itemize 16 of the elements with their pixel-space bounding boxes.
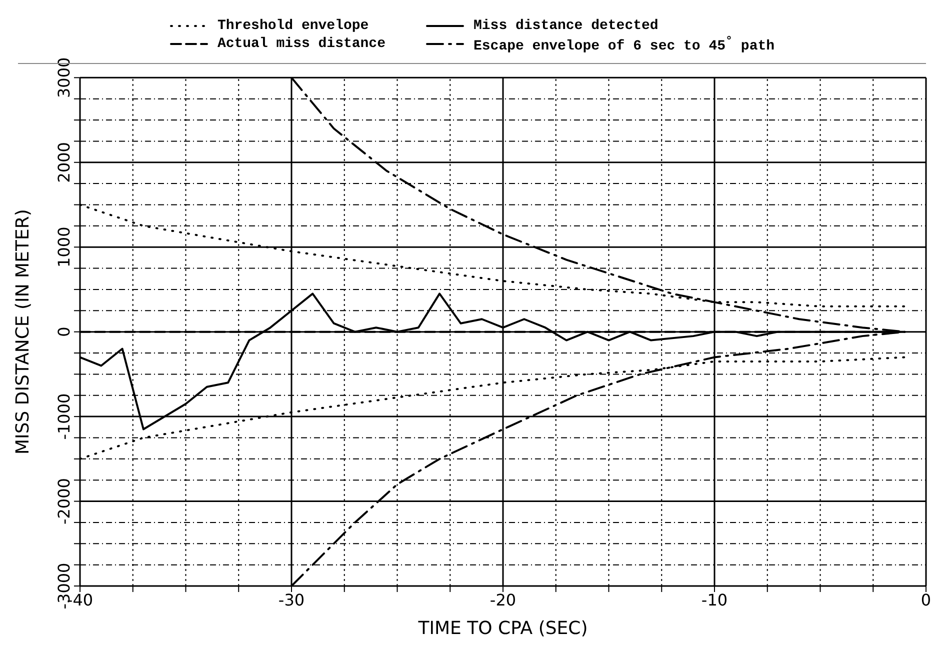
y-tick-label: 1000 bbox=[54, 226, 74, 268]
y-tick-label: -2000 bbox=[54, 478, 74, 525]
y-axis-title: MISS DISTANCE (IN METER) bbox=[12, 209, 34, 455]
legend-label: Escape envelope of 6 sec to 45$^{°}$ path bbox=[473, 34, 775, 55]
y-tick-label: 3000 bbox=[54, 57, 74, 98]
x-tick-label: -20 bbox=[490, 590, 516, 610]
x-tick-label: -30 bbox=[278, 590, 305, 610]
legend-label: Miss distance detected bbox=[473, 18, 658, 34]
legend-label: Actual miss distance bbox=[217, 36, 386, 52]
y-tick-label: 2000 bbox=[54, 142, 74, 183]
x-axis-title: TIME TO CPA (SEC) bbox=[417, 618, 588, 639]
x-tick-label: -10 bbox=[701, 590, 728, 610]
x-tick-label: 0 bbox=[920, 590, 932, 610]
legend-label: Threshold envelope bbox=[217, 18, 369, 34]
y-tick-label: -1000 bbox=[54, 393, 74, 440]
y-tick-label: 0 bbox=[54, 326, 74, 337]
